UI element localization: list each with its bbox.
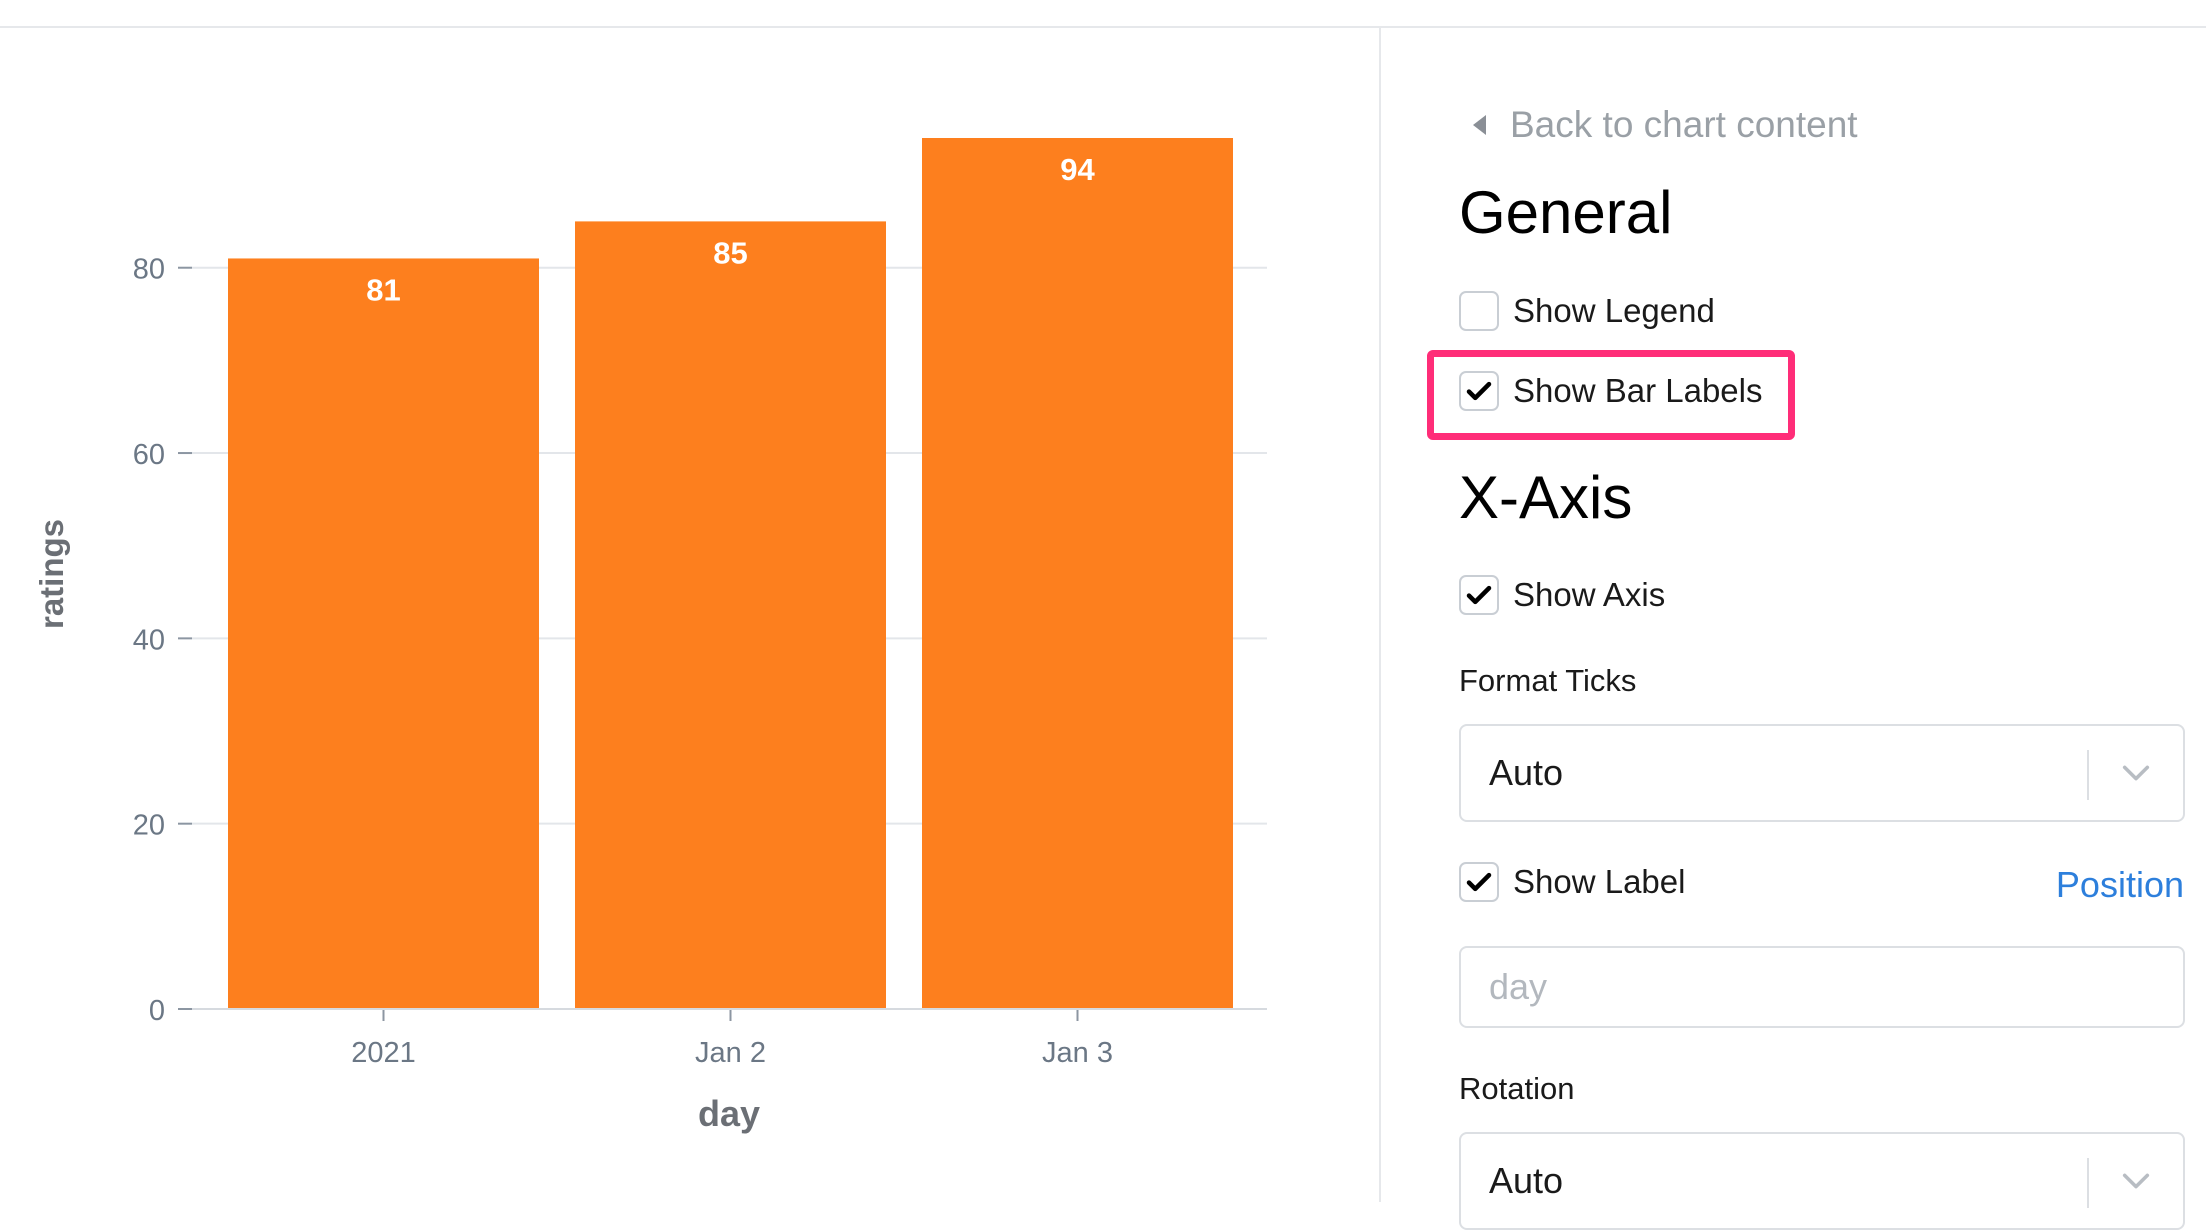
top-border [0, 26, 2206, 28]
chart-svg: 0 20 40 60 80 81 2021 85 Jan 2 94 Jan 3 day ratings [33, 138, 1267, 1134]
show-bar-labels-label: Show Bar Labels [1513, 372, 1763, 409]
y-tick-label: 80 [133, 254, 165, 286]
chevron-down-icon [2122, 765, 2150, 781]
x-tick-label: Jan 2 [695, 1037, 766, 1069]
show-legend-label: Show Legend [1513, 292, 1715, 329]
highlight-box [1427, 350, 1795, 440]
show-axis-label: Show Axis [1513, 576, 1666, 613]
select-separator [2087, 750, 2089, 800]
back-label: Back to chart content [1510, 104, 1858, 145]
y-tick-label: 40 [133, 624, 165, 656]
back-to-chart-content-link[interactable]: Back to chart content [1473, 104, 1858, 146]
rotation-label: Rotation [1459, 1071, 1575, 1106]
general-heading: General [1459, 179, 1673, 246]
x-axis-title: day [698, 1093, 760, 1134]
bar [228, 258, 539, 1009]
y-tick-label: 60 [133, 439, 165, 471]
checkmark-icon [1459, 371, 1499, 411]
y-axis-title: ratings [33, 519, 70, 629]
show-legend-checkbox[interactable]: Show Legend [1459, 291, 1715, 331]
x-axis-heading: X-Axis [1459, 464, 1633, 531]
checkmark-icon [1459, 575, 1499, 615]
show-label-checkbox[interactable]: Show Label [1459, 862, 1685, 902]
format-ticks-value: Auto [1489, 752, 1564, 793]
rotation-value: Auto [1489, 1160, 1564, 1201]
settings-panel: Back to chart content General Show Legen… [1381, 28, 2206, 1230]
format-ticks-label: Format Ticks [1459, 663, 1637, 698]
y-tick-label: 20 [133, 810, 165, 842]
position-link[interactable]: Position [2055, 864, 2184, 905]
bar [922, 138, 1233, 1009]
bar-chart: 0 20 40 60 80 81 2021 85 Jan 2 94 Jan 3 day ratings [0, 28, 1379, 1202]
axis-label-input[interactable]: day [1459, 946, 2185, 1028]
select-separator [2087, 1158, 2089, 1208]
bar-data-label: 85 [713, 235, 747, 270]
bar-data-label: 81 [366, 272, 400, 307]
format-ticks-select[interactable]: Auto [1459, 724, 2185, 822]
bar [575, 221, 886, 1009]
y-tick-label: 0 [149, 995, 165, 1027]
caret-left-icon [1473, 115, 1486, 135]
show-bar-labels-checkbox[interactable]: Show Bar Labels [1459, 371, 1762, 411]
checkmark-icon [1459, 862, 1499, 902]
x-tick-label: Jan 3 [1042, 1037, 1113, 1069]
chevron-down-icon [2122, 1173, 2150, 1189]
checkbox-empty-icon [1459, 291, 1499, 331]
panel-divider [1379, 28, 1381, 1202]
bar-data-label: 94 [1060, 152, 1095, 187]
show-axis-checkbox[interactable]: Show Axis [1459, 575, 1665, 615]
show-label-label: Show Label [1513, 863, 1686, 900]
x-tick-label: 2021 [351, 1037, 416, 1069]
rotation-select[interactable]: Auto [1459, 1132, 2185, 1230]
